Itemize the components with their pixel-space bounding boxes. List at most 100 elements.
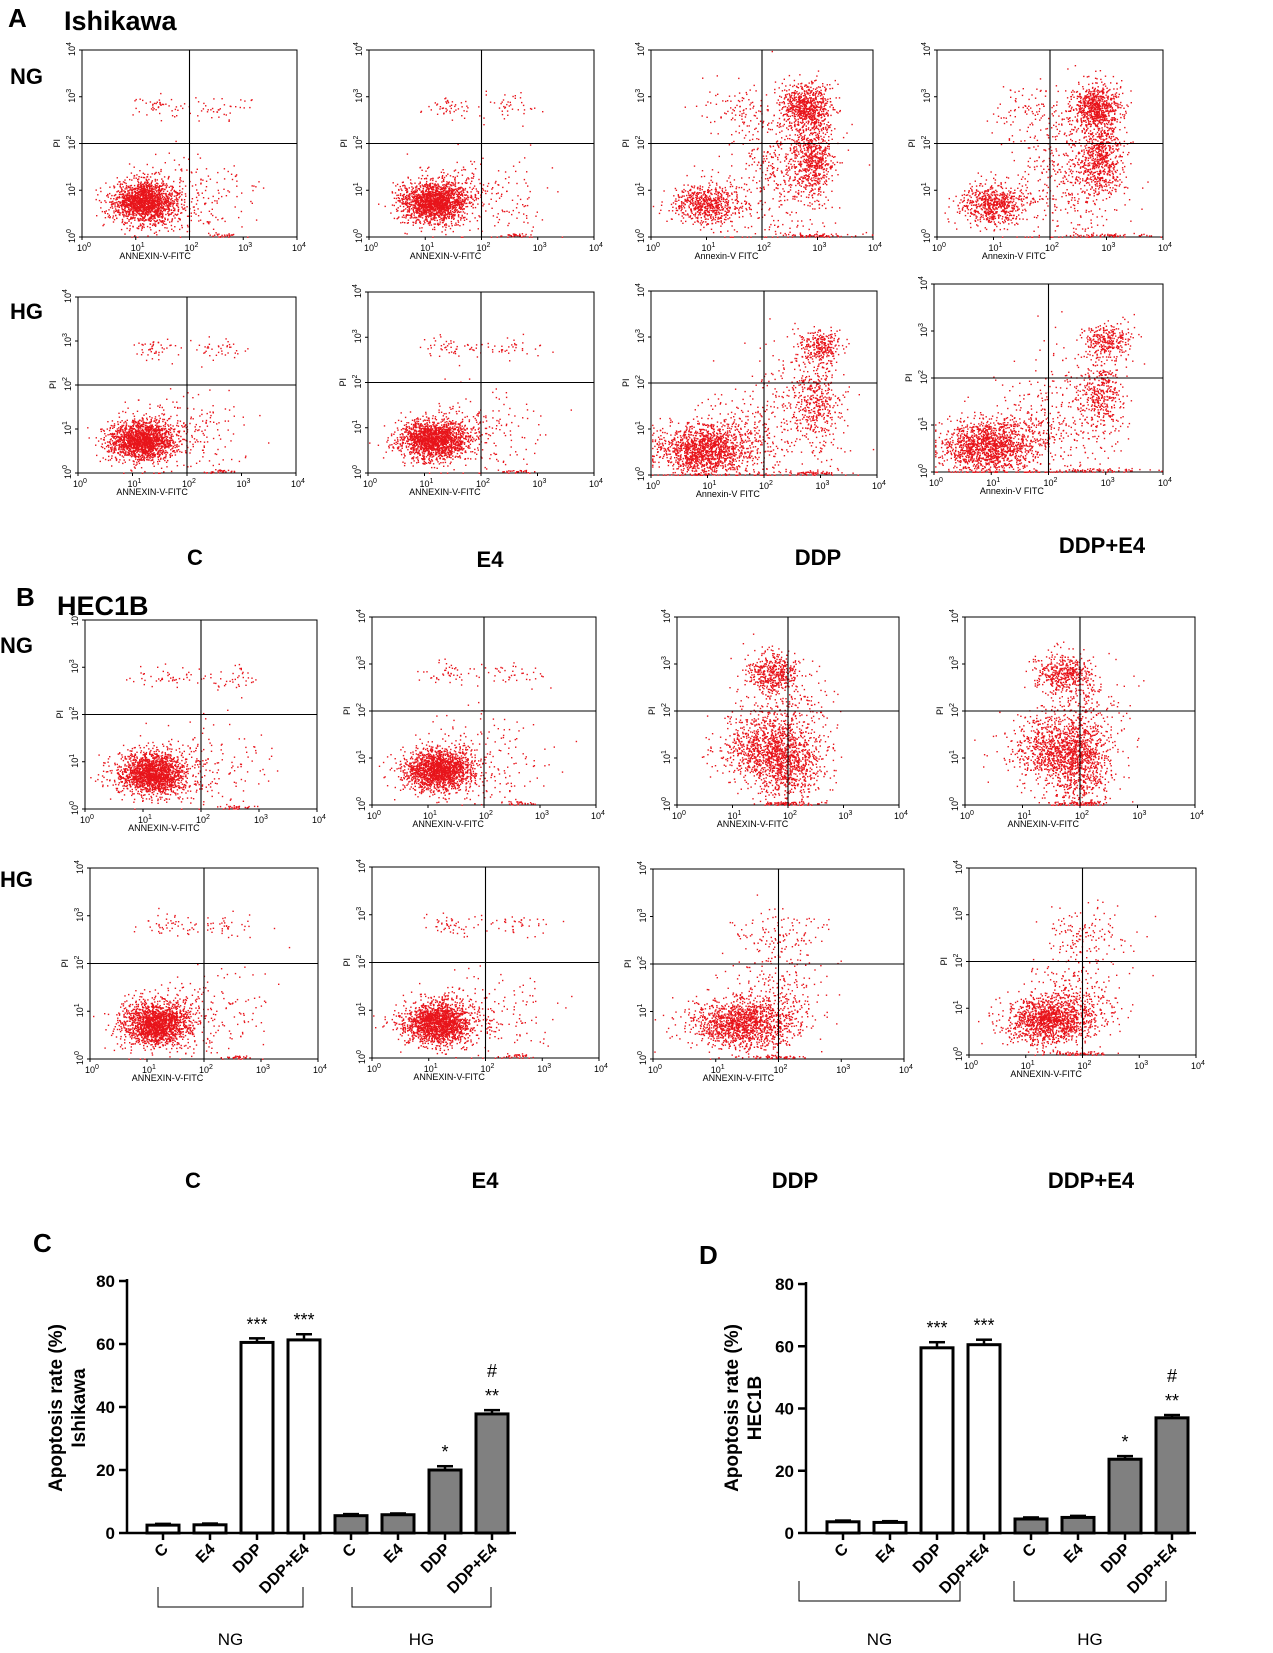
- bar-hg-ddp-e4: [476, 1414, 508, 1533]
- y-axis-label: PI: [48, 380, 58, 389]
- category-label: C: [340, 1540, 361, 1561]
- y-tick-label: 102: [921, 135, 932, 149]
- col-label-a-e4: E4: [477, 547, 505, 572]
- x-tick-label: 103: [254, 814, 268, 825]
- y-tick-label: 20: [775, 1462, 794, 1481]
- x-tick-label: 102: [1044, 477, 1058, 488]
- y-tick-label: 101: [661, 750, 672, 764]
- x-tick-label: 104: [292, 242, 306, 253]
- significance-marker: ***: [246, 1314, 267, 1334]
- y-tick-label: 40: [775, 1400, 794, 1419]
- bar-ng-ddp-e4: [288, 1340, 320, 1533]
- significance-marker-hash: #: [487, 1361, 497, 1381]
- y-tick-label: 100: [635, 229, 646, 243]
- x-tick-label: 100: [648, 1064, 662, 1075]
- x-tick-label: 103: [813, 242, 827, 253]
- y-tick-label: 102: [352, 374, 363, 388]
- flow-plots: 100100101101102102103103104104ANNEXIN-V-…: [48, 42, 1205, 1083]
- x-tick-label: 104: [291, 478, 305, 489]
- y-tick-label: 101: [62, 421, 73, 435]
- y-tick-label: 101: [69, 754, 80, 768]
- bar-ng-ddp: [241, 1342, 273, 1533]
- x-tick-label: 103: [533, 242, 547, 253]
- bar-hg-ddp: [1109, 1459, 1141, 1533]
- bar-ng-c: [827, 1522, 859, 1533]
- y-tick-label: 104: [356, 609, 367, 623]
- x-axis-label: ANNEXIN-V-FITC: [703, 1073, 775, 1083]
- y-axis-subtitle: HEC1B: [745, 1376, 766, 1440]
- x-axis-label: ANNEXIN-V-FITC: [1010, 1069, 1082, 1079]
- x-tick-label: 103: [256, 1064, 270, 1075]
- x-axis-label: ANNEXIN-V-FITC: [410, 251, 482, 261]
- flow-plot-ishikawa-ng-ddp-e4: 100100101101102102103103104104Annexin-V …: [907, 42, 1172, 261]
- x-axis-label: ANNEXIN-V-FITC: [717, 819, 789, 829]
- group-label-ng: NG: [867, 1630, 893, 1649]
- y-tick-label: 103: [635, 89, 646, 103]
- y-axis-label: PI: [935, 706, 945, 715]
- category-label: C: [152, 1540, 173, 1561]
- category-label: E4: [193, 1541, 219, 1567]
- col-label-b-ddpe4: DDP+E4: [1048, 1168, 1135, 1193]
- x-axis-label: Annexin-V FITC: [696, 489, 761, 499]
- x-tick-label: 103: [1133, 810, 1147, 821]
- y-tick-label: 103: [353, 89, 364, 103]
- x-tick-label: 100: [77, 242, 91, 253]
- bar-ng-e4: [194, 1525, 226, 1533]
- flow-plot-hec1b-ng-ddp: 100100101101102102103103104104ANNEXIN-V-…: [647, 609, 908, 829]
- y-tick-label: 101: [949, 750, 960, 764]
- category-label: E4: [1061, 1541, 1087, 1567]
- y-tick-label: 100: [356, 797, 367, 811]
- y-tick-label: 103: [356, 907, 367, 921]
- x-tick-label: 100: [646, 242, 660, 253]
- y-tick-label: 102: [66, 135, 77, 149]
- y-tick-label: 100: [918, 464, 929, 478]
- category-label: DDP+E4: [1124, 1541, 1180, 1597]
- y-tick-label: 104: [921, 42, 932, 56]
- y-tick-label: 102: [635, 375, 646, 389]
- y-tick-label: 103: [62, 333, 73, 347]
- flow-plot-ishikawa-hg-ddp: 100100101101102102103103104104Annexin-V …: [621, 283, 886, 499]
- y-tick-label: 80: [775, 1275, 794, 1294]
- x-tick-label: 103: [1101, 477, 1115, 488]
- y-tick-label: 102: [69, 706, 80, 720]
- category-label: DDP+E4: [256, 1541, 312, 1597]
- x-tick-label: 100: [672, 810, 686, 821]
- x-tick-label: 100: [929, 477, 943, 488]
- category-label: DDP: [418, 1541, 454, 1577]
- group-bracket-ng: [799, 1581, 960, 1601]
- flow-plot-hec1b-hg-c: 100100101101102102103103104104ANNEXIN-V-…: [60, 860, 327, 1083]
- y-tick-label: 103: [635, 329, 646, 343]
- x-tick-label: 100: [364, 242, 378, 253]
- y-tick-label: 102: [953, 953, 964, 967]
- x-axis-label: ANNEXIN-V-FITC: [116, 487, 188, 497]
- category-label: DDP+E4: [444, 1541, 500, 1597]
- significance-marker: **: [485, 1386, 499, 1406]
- x-tick-label: 103: [535, 810, 549, 821]
- flow-plot-hec1b-ng-e4: 100100101101102102103103104104ANNEXIN-V-…: [342, 609, 605, 829]
- x-tick-label: 104: [899, 1064, 913, 1075]
- y-tick-label: 102: [949, 703, 960, 717]
- row-label-a-ng: NG: [10, 64, 43, 89]
- y-tick-label: 103: [949, 656, 960, 670]
- x-tick-label: 100: [646, 480, 660, 491]
- x-axis-label: ANNEXIN-V-FITC: [412, 819, 484, 829]
- panel-a-title: Ishikawa: [64, 6, 178, 36]
- x-tick-label: 100: [367, 1063, 381, 1074]
- y-tick-label: 102: [74, 955, 85, 969]
- bar-hg-e4: [382, 1515, 414, 1533]
- row-label-a-hg: HG: [10, 299, 43, 324]
- bar-ng-ddp-e4: [968, 1345, 1000, 1533]
- y-axis-label: PI: [621, 139, 631, 148]
- x-tick-label: 104: [872, 480, 886, 491]
- y-axis-label: PI: [52, 139, 62, 148]
- group-label-hg: HG: [409, 1630, 435, 1649]
- y-tick-label: 103: [66, 89, 77, 103]
- y-tick-label: 100: [661, 797, 672, 811]
- significance-marker: *: [441, 1442, 448, 1462]
- x-axis-label: ANNEXIN-V-FITC: [409, 487, 481, 497]
- group-label-ng: NG: [218, 1630, 244, 1649]
- x-tick-label: 100: [367, 810, 381, 821]
- y-axis-label: PI: [907, 139, 917, 148]
